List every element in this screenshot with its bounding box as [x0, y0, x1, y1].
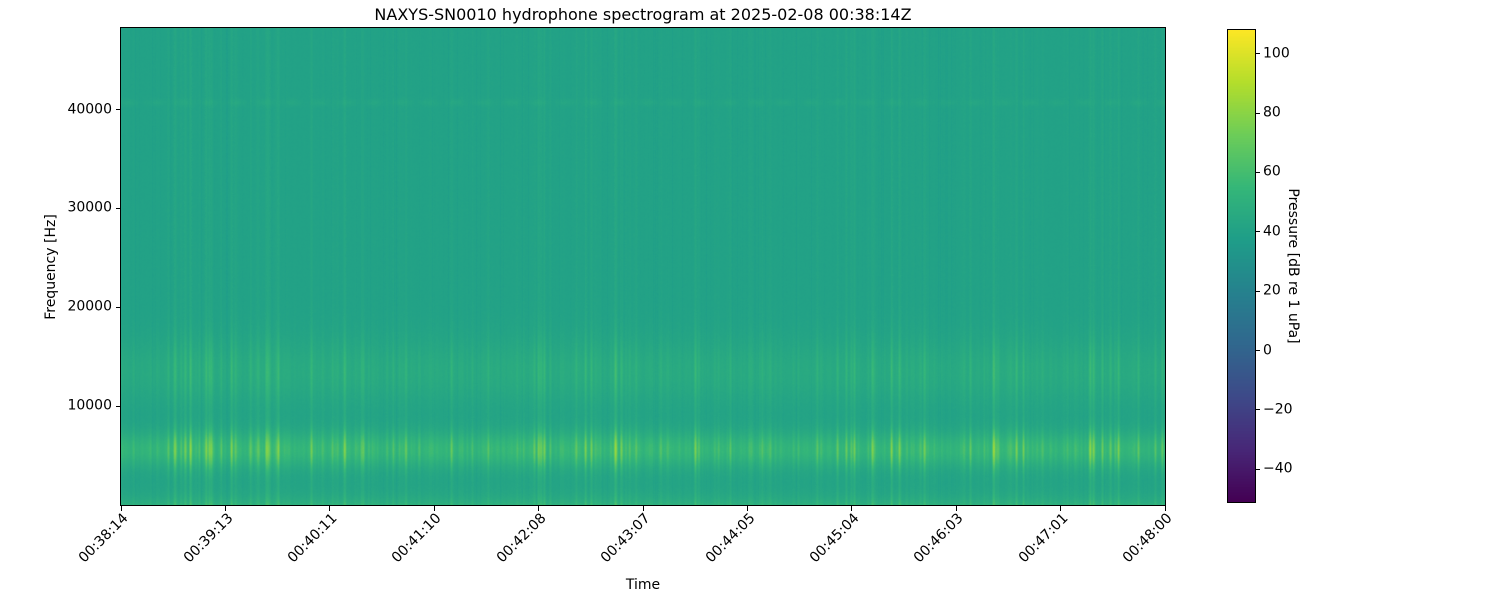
colorbar-tick-label: 40: [1263, 223, 1281, 240]
colorbar-gradient-canvas: [1228, 30, 1255, 502]
colorbar-tick-label: 60: [1263, 163, 1281, 180]
x-axis-tick-label: 00:42:08: [493, 510, 550, 567]
x-axis-tick-label: 00:40:11: [284, 510, 341, 567]
x-axis-tick: [224, 506, 226, 511]
x-axis-tick: [642, 506, 644, 511]
x-axis-tick-label: 00:43:07: [597, 510, 654, 567]
x-axis-label: Time: [625, 577, 661, 593]
y-axis-tick-label: 40000: [67, 101, 112, 118]
x-axis-tick: [1164, 506, 1166, 511]
colorbar-tick: [1256, 53, 1260, 55]
x-axis-tick: [746, 506, 748, 511]
x-axis-tick-label: 00:47:01: [1015, 510, 1072, 567]
colorbar-tick-label: −40: [1263, 460, 1293, 477]
colorbar-tick-label: 20: [1263, 282, 1281, 299]
x-axis-tick: [329, 506, 331, 511]
x-axis-tick-label: 00:44:05: [702, 510, 759, 567]
x-axis-tick-label: 00:41:10: [389, 510, 445, 567]
x-axis-tick: [955, 506, 957, 511]
y-axis-tick: [116, 306, 121, 308]
colorbar-tick: [1256, 290, 1260, 292]
y-axis-tick: [116, 207, 121, 209]
x-axis-tick: [433, 506, 435, 511]
y-axis-tick-label: 10000: [67, 397, 112, 414]
colorbar-tick-label: 80: [1263, 104, 1281, 121]
x-axis-tick-label: 00:39:13: [180, 510, 237, 567]
x-axis-tick: [120, 506, 122, 511]
y-axis-tick-label: 20000: [67, 298, 112, 315]
x-axis-tick-label: 00:45:04: [806, 510, 863, 567]
colorbar-tick-label: 100: [1263, 45, 1290, 62]
colorbar-tick: [1256, 409, 1260, 411]
colorbar-tick-label: −20: [1263, 401, 1293, 418]
y-axis-label: Frequency [Hz]: [43, 214, 59, 320]
colorbar-tick: [1256, 231, 1260, 233]
x-axis-tick: [851, 506, 853, 511]
colorbar-tick: [1256, 468, 1260, 470]
y-axis-tick: [116, 405, 121, 407]
y-axis-tick-label: 30000: [67, 199, 112, 216]
chart-title: NAXYS-SN0010 hydrophone spectrogram at 2…: [374, 5, 912, 24]
x-axis-tick-label: 00:48:00: [1119, 510, 1176, 567]
colorbar-tick: [1256, 350, 1260, 352]
colorbar-label: Pressure [dB re 1 uPa]: [1285, 188, 1301, 344]
x-axis-tick-label: 00:38:14: [75, 510, 132, 567]
x-axis-tick: [1060, 506, 1062, 511]
y-axis-tick: [116, 109, 121, 111]
colorbar-tick: [1256, 112, 1260, 114]
x-axis-tick: [538, 506, 540, 511]
spectrogram-heatmap-canvas: [121, 28, 1165, 505]
colorbar-tick: [1256, 171, 1260, 173]
x-axis-tick-label: 00:46:03: [911, 510, 967, 567]
colorbar-tick-label: 0: [1263, 342, 1272, 359]
